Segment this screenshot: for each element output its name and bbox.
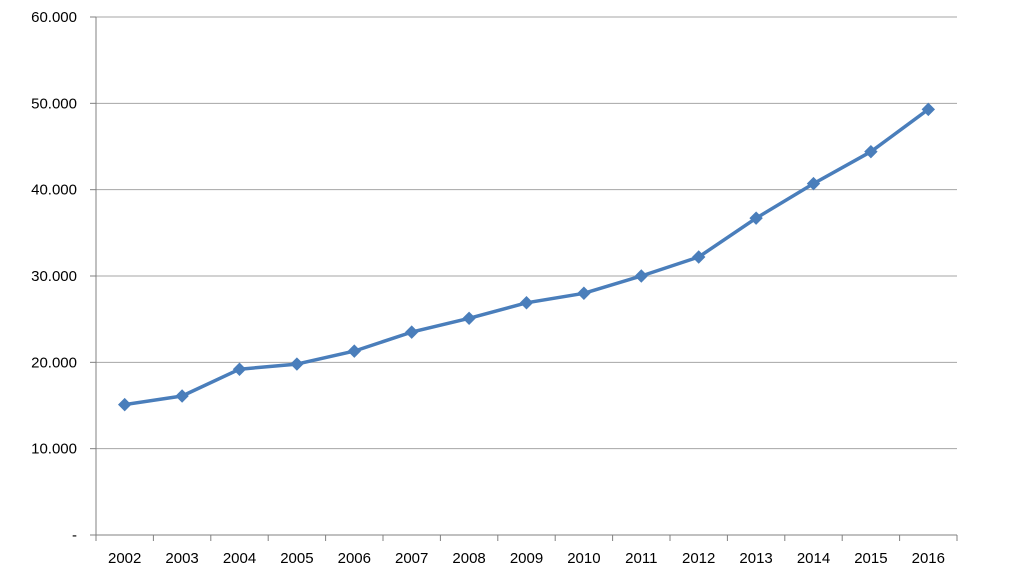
- x-tick-label: 2013: [739, 550, 772, 567]
- data-point-marker: [634, 269, 649, 283]
- x-tick-label: 2003: [165, 550, 198, 567]
- series-line: [122, 107, 931, 407]
- y-tick-label: -: [72, 527, 77, 544]
- data-point-marker: [347, 344, 362, 358]
- x-tick-label: 2004: [223, 550, 256, 567]
- data-point-marker: [519, 296, 534, 310]
- data-point-marker: [290, 357, 304, 371]
- data-point-marker: [232, 362, 247, 376]
- data-point-marker: [806, 176, 821, 191]
- data-point-marker: [864, 144, 878, 159]
- gridlines: [96, 16, 957, 450]
- data-point-marker: [175, 389, 189, 403]
- x-tick-label: 2015: [854, 550, 887, 567]
- x-tick-label: 2011: [625, 550, 657, 567]
- y-tick-label: 40.000: [31, 182, 77, 199]
- x-tick-label: 2016: [912, 550, 945, 567]
- x-tick-label: 2012: [682, 550, 715, 567]
- data-point-marker: [691, 250, 706, 264]
- y-tick-label: 10.000: [31, 441, 77, 458]
- data-point-marker: [921, 102, 936, 117]
- data-point-marker: [404, 325, 419, 339]
- data-point-marker: [749, 211, 763, 225]
- x-tick-labels: 2002 2003 2004 2005 2006 2007 2008 2009 2010 2011…: [108, 550, 945, 567]
- y-tick-labels: - 10.000 20.000 30.000 40.000 50.000 60.000: [31, 9, 77, 544]
- data-point-marker: [117, 397, 132, 412]
- x-tick-label: 2014: [797, 550, 830, 567]
- y-tick-label: 20.000: [31, 354, 77, 371]
- x-tick-label: 2010: [567, 550, 600, 567]
- x-tick-label: 2002: [108, 550, 141, 567]
- data-point-marker: [577, 286, 591, 300]
- series-layer: [117, 102, 936, 412]
- data-point-marker: [462, 311, 476, 326]
- y-tick-label: 30.000: [31, 268, 77, 285]
- x-tick-label: 2007: [395, 550, 428, 567]
- x-tick-label: 2006: [338, 550, 371, 567]
- y-tick-label: 50.000: [31, 95, 77, 112]
- x-tick-label: 2009: [510, 550, 543, 567]
- x-tick-label: 2005: [280, 550, 313, 567]
- axes: [90, 16, 958, 541]
- y-tick-label: 60.000: [31, 9, 77, 26]
- x-tick-label: 2008: [452, 550, 485, 567]
